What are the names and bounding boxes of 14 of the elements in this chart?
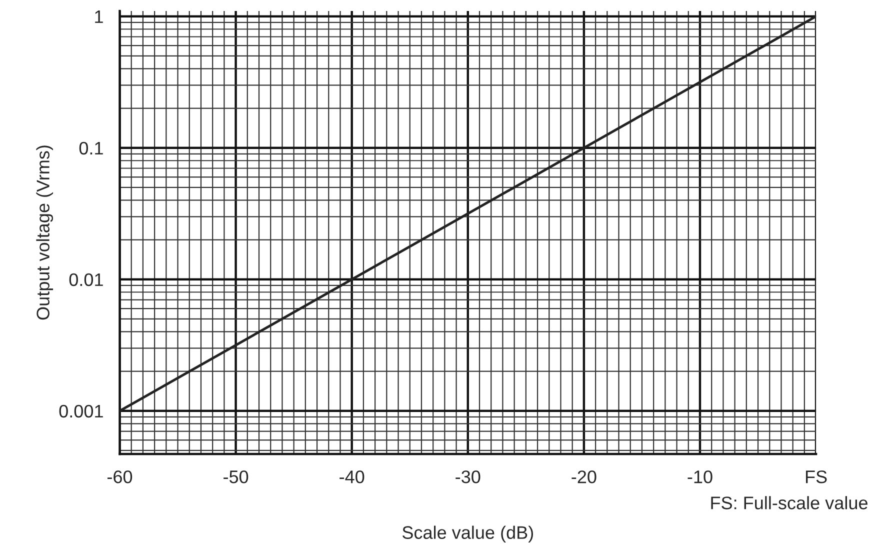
y-tick-label: 1 [95, 10, 103, 23]
text: FS: Full-scale value [711, 496, 868, 510]
x-tick-label: -50 [224, 470, 248, 484]
x-tick-label: -60 [108, 470, 132, 484]
y-tick-label: 0.1 [79, 142, 103, 155]
x-tick-label: FS [806, 470, 827, 484]
x-axis-title: Scale value (dB) [402, 526, 534, 543]
x-tick-label: -40 [340, 470, 364, 484]
y-tick-label: 0.01 [69, 273, 103, 286]
x-tick-label: -10 [688, 470, 712, 484]
x-tick-label: -20 [572, 470, 596, 484]
y-axis-title: Output voltage (Vrms) [36, 146, 54, 320]
y-tick-label: 0.001 [59, 404, 103, 418]
x-tick-label: -30 [456, 470, 480, 484]
